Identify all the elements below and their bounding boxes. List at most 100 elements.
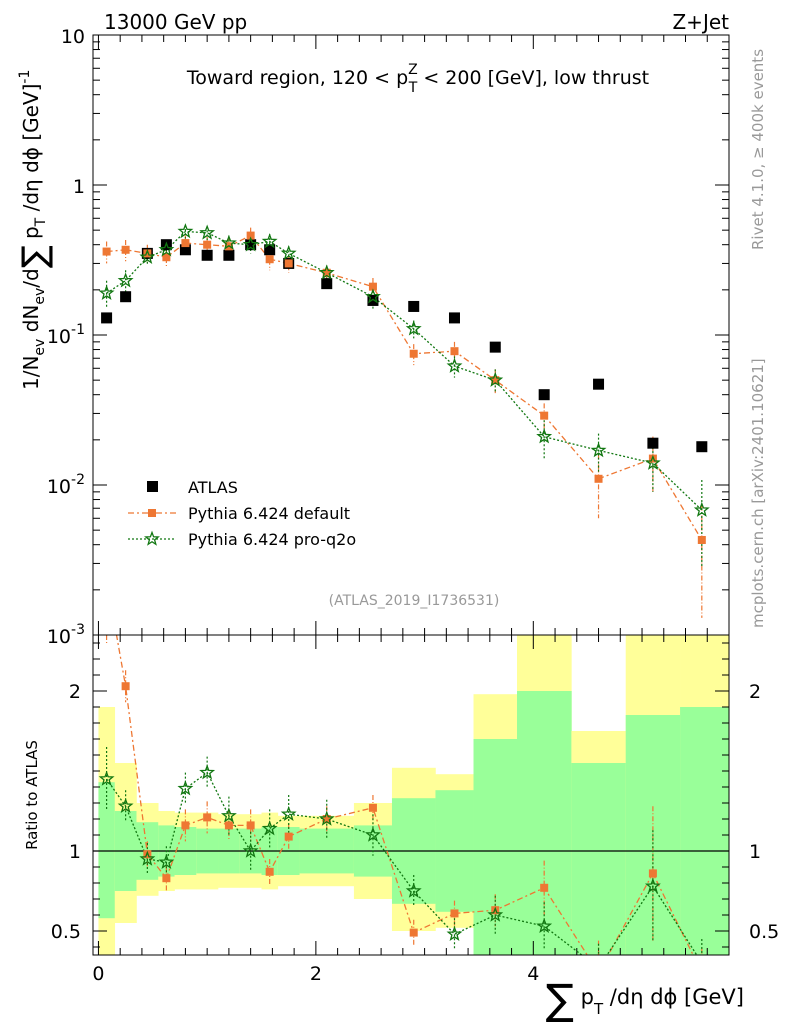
ratio-mc2-point [242, 842, 259, 858]
ratio-mc2-point [220, 807, 237, 823]
main-title: Toward region, 120 < pZ T < 200 [GeV], lo… [186, 62, 649, 96]
ratio-mc1-point [368, 803, 377, 812]
mc1-point [181, 239, 190, 248]
atlas-data-point [538, 389, 550, 401]
ratio-y-tick-label-left: 2 [69, 681, 81, 703]
mc1-point [697, 535, 706, 544]
ratio-mc2-point [98, 770, 115, 786]
atlas-data-point [120, 291, 132, 303]
atlas-data-point [321, 278, 333, 290]
legend-mc2-label: Pythia 6.424 pro-q2o [188, 530, 356, 549]
energy-label: 13000 GeV pp [104, 10, 247, 34]
ratio-mc2-point [592, 961, 604, 973]
ratio-mc2-point [199, 764, 216, 780]
mc2-point [318, 264, 335, 280]
legend-data-marker [147, 481, 158, 492]
atlas-data-point [245, 239, 257, 251]
ratio-mc2-point [487, 906, 504, 922]
rivet-label: Rivet 4.1.0, ≥ 400k events [749, 49, 767, 250]
x-tick-label: 2 [310, 963, 322, 985]
ratio-mc1-point [246, 821, 255, 830]
mc2-point [177, 223, 194, 239]
mc2-point [220, 234, 237, 250]
mc2-point [242, 236, 259, 252]
ratio-mc1-point [265, 867, 274, 876]
ratio-mc2-point [117, 797, 134, 813]
ratio-y-tick-label-right: 1 [749, 841, 761, 863]
main-y-axis-label: 1/Nev dNev/d∑ pT /dη dϕ [GeV]-1 [15, 70, 55, 390]
ratio-mc2-point [446, 925, 463, 941]
ratio-mc1-point [103, 575, 111, 583]
ratio-mc2-point [318, 810, 335, 826]
inner-band-bin [680, 707, 730, 955]
svg-text:∑ pT /dη dϕ [GeV]: ∑ pT /dη dϕ [GeV] [546, 975, 744, 1024]
mc2-line [106, 230, 703, 511]
main-data-marks [98, 223, 710, 618]
ratio-mc1-point [648, 869, 657, 878]
ratio-mc2-point [536, 917, 553, 933]
legend: ATLAS Pythia 6.424 default Pythia 6.424 … [128, 478, 356, 549]
process-label: Z+Jet [672, 10, 729, 34]
main-y-tick-label: 10-1 [47, 322, 85, 348]
mc1-point [450, 347, 459, 356]
ratio-y-tick-label-right: 0.5 [749, 921, 779, 943]
mc1-point [368, 282, 377, 291]
legend-data-label: ATLAS [188, 478, 238, 497]
ratio-panel: 0.5 0.5 1 1 2 2 0 2 4 Ratio to ATLAS [23, 575, 779, 985]
ratio-mc1-point [595, 969, 603, 977]
main-axis-ticks: 10-3 10-2 10-1 1 10 [47, 26, 729, 648]
mc1-point [102, 247, 111, 256]
ratio-mc1-point [203, 813, 212, 822]
mc1-point [284, 259, 293, 268]
ratio-mc2-point [177, 780, 194, 796]
ratio-mc2-point [365, 826, 381, 842]
mc2-point [365, 288, 381, 304]
mc1-point [121, 245, 130, 254]
legend-mc2-marker [144, 530, 160, 546]
ratio-mc1-point [121, 682, 130, 691]
mc2-point [487, 371, 504, 387]
mcplots-label: mcplots.cern.ch [arXiv:2401.10621] [749, 358, 767, 628]
main-panel: Toward region, 120 < pZ T < 200 [GeV], lo… [15, 26, 730, 648]
ratio-mc2-point [261, 820, 278, 836]
mc2-point [117, 272, 134, 288]
mc2-point [536, 428, 553, 444]
mc1-point [246, 231, 255, 240]
mc2-point [158, 241, 175, 257]
ratio-mc2-point [280, 805, 297, 821]
inner-band-bin [473, 739, 518, 955]
mc1-point [491, 376, 500, 385]
ratio-mc1-point [450, 909, 459, 918]
atlas-data-point [367, 294, 379, 306]
ratio-axis-ticks: 0.5 0.5 1 1 2 2 0 2 4 [51, 635, 779, 985]
mc1-point [322, 268, 331, 277]
mc2-point [98, 284, 115, 300]
ratio-mc1-point [698, 969, 706, 977]
ratio-mc2-point [644, 877, 661, 893]
atlas-data-point [179, 244, 191, 256]
ratio-mc2-line [106, 771, 698, 955]
svg-text:1/Nev dNev/d∑ pT /dη dϕ [GeV]: 1/Nev dNev/d∑ pT /dη dϕ [GeV]-1 [15, 70, 55, 390]
ratio-mc2-point [405, 882, 422, 898]
mc1-point [162, 253, 171, 262]
x-tick-label: 0 [92, 963, 104, 985]
ratio-mc1-point [540, 883, 549, 892]
ratio-uncertainty-bands [93, 635, 730, 955]
mc1-point [594, 474, 603, 483]
atlas-data-point [647, 437, 659, 449]
ratio-y-tick-label-left: 1 [69, 841, 81, 863]
x-tick-label: 4 [527, 963, 539, 985]
atlas-data-point [448, 312, 460, 324]
mc2-point [261, 233, 278, 249]
mc1-point [203, 240, 212, 249]
mc2-point [446, 357, 463, 373]
mc2-point [199, 224, 216, 240]
main-y-tick-label: 1 [73, 176, 85, 198]
atlas-data-point [223, 249, 235, 261]
main-y-tick-label: 10-2 [47, 472, 85, 498]
ratio-mc2-point [158, 853, 175, 869]
mc2-point [590, 442, 607, 458]
atlas-data-point [593, 378, 605, 390]
mc2-point [139, 248, 156, 264]
ratio-mc1-point [181, 821, 190, 830]
